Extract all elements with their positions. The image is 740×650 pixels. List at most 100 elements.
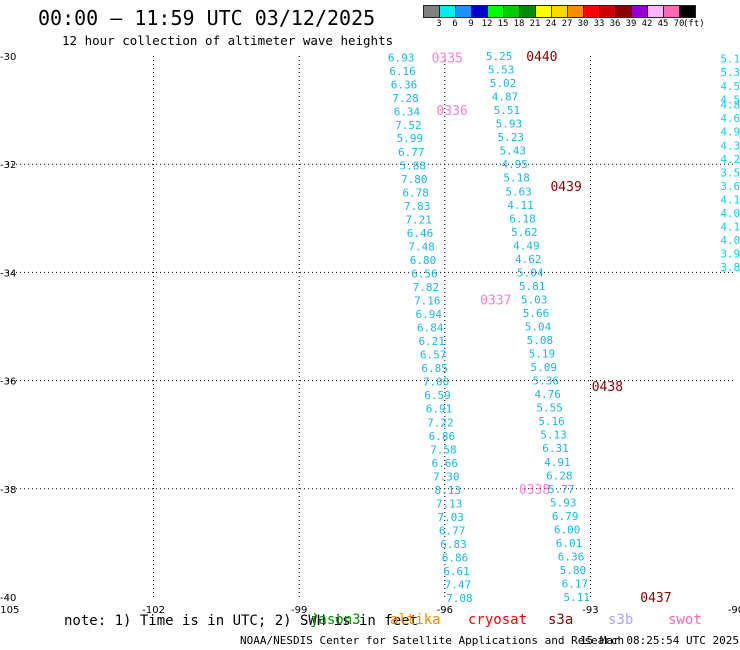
swh-value: 4.56 bbox=[720, 93, 740, 106]
legend-label: 12 bbox=[481, 19, 493, 29]
legend-label: 3 bbox=[436, 19, 442, 29]
legend-swatch bbox=[679, 5, 696, 18]
pass-time-label: 0336 bbox=[436, 104, 467, 119]
swh-value: 5.66 bbox=[523, 307, 550, 320]
swh-value: 6.80 bbox=[410, 254, 437, 267]
swh-value: 4.37 bbox=[720, 139, 740, 152]
swh-value: 3.88 bbox=[720, 261, 740, 274]
x-tick-label: -99 bbox=[291, 605, 307, 616]
swh-value: 6.86 bbox=[429, 430, 456, 443]
swh-value: 6.84 bbox=[417, 322, 444, 335]
swh-value: 6.86 bbox=[442, 552, 469, 565]
swh-value: 6.83 bbox=[440, 538, 467, 551]
legend-label: 21 bbox=[529, 19, 541, 29]
swh-value: 5.93 bbox=[496, 118, 523, 131]
legend-swatch bbox=[631, 5, 648, 18]
legend-swatch bbox=[423, 5, 440, 18]
footer-credit: NOAA/NESDIS Center for Satellite Applica… bbox=[240, 634, 625, 647]
swh-value: 3.92 bbox=[720, 247, 740, 260]
swh-value: 5.18 bbox=[503, 172, 530, 185]
swh-value: 4.95 bbox=[501, 158, 528, 171]
swh-value: 6.78 bbox=[402, 186, 429, 199]
satellite-s3b: s3b bbox=[608, 612, 634, 628]
swh-value: 5.08 bbox=[527, 334, 554, 347]
tick-labels: -105 -102 -99 -96 -93 -90 -30 -32 -34 -36 -38 -40 bbox=[0, 52, 740, 616]
legend-swatches bbox=[423, 5, 696, 18]
time-labels: 0335 0336 0337 0338 0440 0439 0438 0437 bbox=[432, 50, 672, 606]
swh-value: 5.11 bbox=[564, 591, 591, 604]
swh-value: 5.23 bbox=[498, 131, 525, 144]
swh-value: 6.16 bbox=[389, 65, 416, 78]
swh-value: 5.80 bbox=[560, 564, 587, 577]
swh-value: 5.25 bbox=[486, 50, 513, 63]
swh-value: 4.91 bbox=[544, 456, 571, 469]
pass-time-label: 0440 bbox=[526, 50, 557, 65]
legend-swatch bbox=[455, 5, 472, 18]
swh-value: 6.46 bbox=[407, 227, 434, 240]
legend-label: 6 bbox=[452, 19, 458, 29]
legend-swatch bbox=[583, 5, 600, 18]
swh-value: 5.13 bbox=[540, 429, 567, 442]
swh-value: 7.03 bbox=[437, 511, 464, 524]
swh-value: 5.63 bbox=[505, 185, 532, 198]
x-tick-label: -102 bbox=[142, 605, 165, 616]
legend-swatch bbox=[503, 5, 520, 18]
legend-label: 24 bbox=[545, 19, 557, 29]
legend-swatch bbox=[471, 5, 488, 18]
swh-value: 6.77 bbox=[439, 524, 466, 537]
swh-value: 4.01 bbox=[720, 234, 740, 247]
swh-value: 4.21 bbox=[720, 153, 740, 166]
swh-value: 5.93 bbox=[550, 496, 577, 509]
swh-value: 7.82 bbox=[413, 281, 440, 294]
legend-label: 30 bbox=[577, 19, 589, 29]
footer-timestamp: 15 Mar 08:25:54 UTC 2025 bbox=[580, 634, 739, 647]
pass-time-label: 0337 bbox=[480, 293, 511, 308]
legend-swatch bbox=[439, 5, 456, 18]
swh-value: 7.58 bbox=[430, 443, 457, 456]
swh-value: 6.77 bbox=[398, 146, 425, 159]
swh-value: 5.16 bbox=[720, 53, 740, 66]
y-tick-label: -38 bbox=[0, 485, 16, 496]
swh-value: 7.30 bbox=[433, 470, 460, 483]
swh-value: 7.13 bbox=[436, 497, 463, 510]
swh-value: 5.04 bbox=[517, 266, 544, 279]
swh-value: 6.34 bbox=[394, 106, 421, 119]
swh-value: 6.57 bbox=[420, 349, 447, 362]
swh-value: 6.79 bbox=[552, 510, 579, 523]
swh-value: 6.36 bbox=[391, 79, 418, 92]
data-points: 6.936.166.367.286.347.525.996.775.887.80… bbox=[388, 50, 740, 605]
swh-value: 7.48 bbox=[408, 240, 435, 253]
pass-time-label: 0439 bbox=[550, 180, 581, 195]
swh-value: 7.80 bbox=[401, 173, 428, 186]
legend-label: 39 bbox=[625, 19, 637, 29]
legend-swatch bbox=[551, 5, 568, 18]
swh-value: 6.21 bbox=[418, 335, 445, 348]
swh-value: 4.90 bbox=[720, 126, 740, 139]
legend-swatch bbox=[615, 5, 632, 18]
swh-value: 5.77 bbox=[548, 483, 575, 496]
legend-label: 15 bbox=[497, 19, 509, 29]
swh-value: 7.52 bbox=[395, 119, 422, 132]
swh-value: 4.49 bbox=[513, 239, 540, 252]
swh-value: 5.88 bbox=[400, 159, 427, 172]
swh-value: 5.81 bbox=[519, 280, 546, 293]
legend-swatch bbox=[567, 5, 584, 18]
swh-value: 4.19 bbox=[720, 193, 740, 206]
legend-swatch bbox=[535, 5, 552, 18]
satellite-cryosat: cryosat bbox=[468, 612, 528, 628]
swh-value: 6.36 bbox=[558, 550, 585, 563]
swh-value: 5.99 bbox=[397, 132, 424, 145]
legend-unit: (ft) bbox=[683, 19, 705, 29]
footer-note: note: 1) Time is in UTC; 2) SWH is in fe… bbox=[64, 613, 419, 629]
swh-value: 4.84 bbox=[720, 99, 740, 112]
legend-swatch bbox=[599, 5, 616, 18]
swh-value: 4.50 bbox=[720, 80, 740, 93]
swh-value: 6.66 bbox=[432, 457, 459, 470]
swh-value: 4.11 bbox=[507, 199, 534, 212]
swh-value: 5.36 bbox=[532, 375, 559, 388]
swh-value: 5.62 bbox=[511, 226, 538, 239]
swh-value: 4.05 bbox=[720, 207, 740, 220]
swh-value: 5.03 bbox=[521, 293, 548, 306]
satellite-altika: altika bbox=[390, 612, 441, 628]
